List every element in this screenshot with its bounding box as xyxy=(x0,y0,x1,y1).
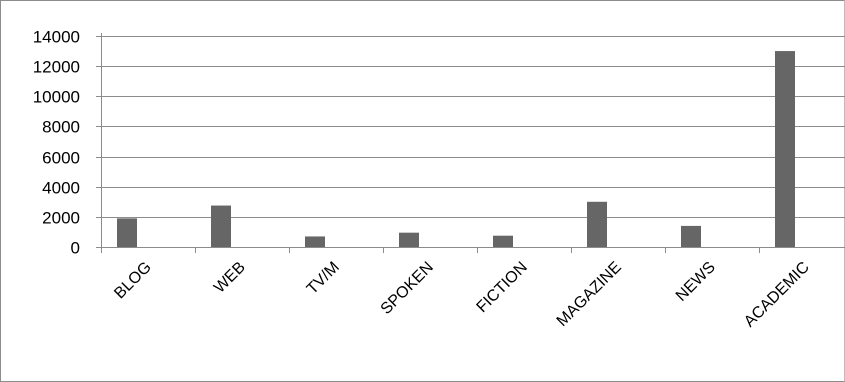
x-tick-label: SPOKEN xyxy=(378,259,437,318)
y-tick-label: 12000 xyxy=(33,58,80,77)
x-tick-label: NEWS xyxy=(673,259,719,305)
bar-academic xyxy=(775,51,795,248)
y-axis-tick-labels: 0 2000 4000 6000 8000 10000 12000 14000 xyxy=(33,28,80,258)
axes xyxy=(96,33,845,253)
bar-spoken xyxy=(399,232,419,247)
bar-fiction xyxy=(493,235,513,247)
y-tick-label: 14000 xyxy=(33,28,80,47)
y-tick-label: 6000 xyxy=(42,149,80,168)
bar-blog xyxy=(117,218,137,247)
gridlines xyxy=(101,36,845,218)
x-tick-label: WEB xyxy=(211,259,249,297)
bar-web xyxy=(211,205,231,247)
x-tick-label: TV/M xyxy=(304,259,343,298)
bar-tv-m xyxy=(305,236,325,247)
bar-magazine xyxy=(587,201,607,247)
y-tick-label: 0 xyxy=(71,239,80,258)
x-axis-tick-labels: BLOG WEB TV/M SPOKEN FICTION MAGAZINE NEWS ACAD… xyxy=(111,259,812,331)
x-tick-label: MAGAZINE xyxy=(554,259,625,330)
bars xyxy=(117,51,795,248)
y-tick-label: 2000 xyxy=(42,209,80,228)
bar-news xyxy=(681,225,701,247)
y-tick-label: 4000 xyxy=(42,179,80,198)
x-tick-label: ACADEMIC xyxy=(741,259,813,331)
x-tick-label: BLOG xyxy=(111,259,154,302)
y-tick-label: 10000 xyxy=(33,88,80,107)
x-tick-label: FICTION xyxy=(474,259,531,316)
y-tick-label: 8000 xyxy=(42,118,80,137)
